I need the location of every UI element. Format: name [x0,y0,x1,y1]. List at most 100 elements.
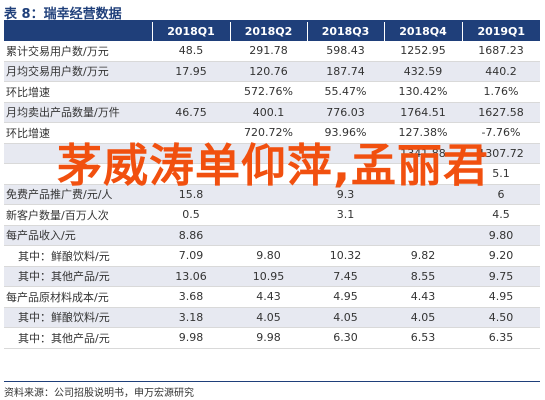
row-label: 环比增速 [4,81,152,103]
row-label: 每产品原材料成本/元 [4,286,152,308]
header-cell-2018q1: 2018Q1 [151,22,230,41]
row-label: 其中：其他产品/元 [4,327,152,349]
table-cell: -7.76% [462,122,540,144]
table-cell [384,204,462,226]
row-label: 其中：鲜酿饮料/元 [4,245,152,267]
row-label [4,163,152,185]
table-cell: 48.5 [152,41,230,62]
table-cell: 572.76% [230,81,307,103]
table-cell: 4.05 [230,307,307,328]
table-cell [230,184,307,205]
row-label: 免费产品推广费/元/人 [4,184,152,205]
table-row: 每产品收入/元 8.86 9.80 [4,225,540,246]
table-row: 月均交易用户数/万元 17.95 120.76 187.74 432.59 440.2 [4,61,540,82]
table-cell: 4.05 [307,307,384,328]
table-cell: 4.95 [462,286,540,308]
table-cell [152,122,230,144]
table-cell: 9.80 [462,225,540,246]
table-cell: 1.76% [462,81,540,103]
table-cell [230,143,307,164]
table-cell [384,184,462,205]
header-cell-2018q3: 2018Q3 [306,22,384,41]
table-cell: 6.35 [462,327,540,349]
table-cell: 440.2 [462,61,540,82]
table-row: 其中：鲜酿饮料/元 7.09 9.80 10.32 9.82 9.20 [4,245,540,267]
table-cell: 4.43 [384,286,462,308]
table-cell: 4.43 [230,286,307,308]
table-cell: 598.43 [307,41,384,62]
table-cell: 9.20 [462,245,540,267]
table-cell: 6.53 [384,327,462,349]
table-cell [230,204,307,226]
table-cell [230,163,307,185]
table-cell: 187.74 [307,61,384,82]
table-row: 每产品原材料成本/元 3.68 4.43 4.95 4.43 4.95 [4,286,540,308]
table-cell: 46.75 [152,102,230,123]
table-cell [152,81,230,103]
table-cell: 9.3 [307,184,384,205]
table-cell: 1307.72 [462,143,540,164]
table-row: 新客户数量/百万人次 0.5 3.1 4.5 [4,204,540,226]
row-label: 新客户数量/百万人次 [4,204,152,226]
table-cell: 400.1 [230,102,307,123]
table-row: 其中：鲜酿饮料/元 3.18 4.05 4.05 4.05 4.50 [4,307,540,328]
table-cell: 1627.58 [462,102,540,123]
table-cell: 1252.95 [384,41,462,62]
row-label: 月均交易用户数/万元 [4,61,152,82]
operating-data-table: 2018Q1 2018Q2 2018Q3 2018Q4 2019Q1 累计交易用… [4,22,540,349]
table-row: 月均卖出产品数量/万件 46.75 400.1 776.03 1764.51 1627.5… [4,102,540,123]
table-cell [230,225,307,246]
table-cell: 5.1 [462,163,540,185]
table-cell: 15.8 [152,184,230,205]
table-cell: 3.18 [152,307,230,328]
table-cell: 291.78 [230,41,307,62]
row-label: 累计交易用户数/万元 [4,41,152,62]
table-cell [307,143,384,164]
table-header-row: 2018Q1 2018Q2 2018Q3 2018Q4 2019Q1 [4,22,540,41]
table-cell [152,163,230,185]
row-label: 每产品收入/元 [4,225,152,246]
table-title: 表 8：瑞幸经营数据 [4,7,122,22]
table-cell [152,143,230,164]
table-cell: 6.30 [307,327,384,349]
table-cell: 9.82 [384,245,462,267]
table-row: 环比增速 720.72% 93.96% 127.38% -7.76% [4,122,540,144]
source-note: 资料来源：公司招股说明书，申万宏源研究 [4,388,194,399]
table-cell: 10.95 [230,266,307,287]
table-row: 其中：其他产品/元 9.98 9.98 6.30 6.53 6.35 [4,327,540,349]
table-cell: 8.86 [152,225,230,246]
table-cell: 55.47% [307,81,384,103]
table-cell: 4.05 [384,307,462,328]
table-cell [384,163,462,185]
table-cell: 1764.51 [384,102,462,123]
table-cell: 3.1 [307,204,384,226]
overlay-text: 茅威涛单仰萍,孟丽君 [56,139,490,192]
table-cell [307,163,384,185]
table-cell: 7.09 [152,245,230,267]
table-cell: 7.45 [307,266,384,287]
table-cell [384,225,462,246]
table-cell: 17.95 [152,61,230,82]
table-cell: 4.5 [462,204,540,226]
row-label: 其中：鲜酿饮料/元 [4,307,152,328]
table-cell: 10.32 [307,245,384,267]
table-cell: 4.50 [462,307,540,328]
row-label: 月均卖出产品数量/万件 [4,102,152,123]
table-cell: 9.80 [230,245,307,267]
table-cell: 8.55 [384,266,462,287]
table-cell: 127.38% [384,122,462,144]
table-cell: 1687.23 [462,41,540,62]
table-cell: 120.76 [230,61,307,82]
table-cell: 432.59 [384,61,462,82]
table-cell [307,225,384,246]
table-row: 环比增速 572.76% 55.47% 130.42% 1.76% [4,81,540,103]
row-label: 环比增速 [4,122,152,144]
table-cell: 9.98 [230,327,307,349]
row-label: 其中：其他产品/元 [4,266,152,287]
header-cell-2019q1: 2019Q1 [461,22,540,41]
table-cell: 13.06 [152,266,230,287]
header-cell-2018q2: 2018Q2 [229,22,307,41]
table-row: 1341.88 1307.72 [4,143,540,164]
table-row: 5.1 [4,163,540,185]
table-cell: 1341.88 [384,143,462,164]
